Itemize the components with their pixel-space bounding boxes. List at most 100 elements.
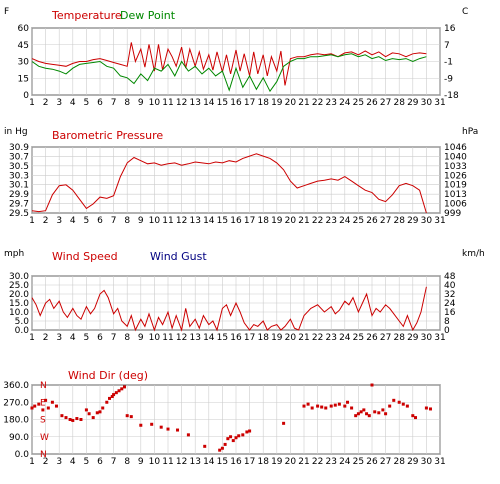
x-tick-label: 29: [407, 216, 419, 226]
data-point: [120, 387, 124, 391]
y-unit-right: km/h: [462, 249, 485, 259]
data-point: [220, 446, 224, 450]
x-tick-label: 2: [43, 457, 49, 467]
series-title-gust: Wind Gust: [150, 250, 207, 263]
y-tick-label: 30.5: [9, 162, 29, 172]
x-tick-label: 21: [298, 98, 309, 108]
x-tick-label: 19: [271, 457, 283, 467]
data-point: [203, 444, 207, 448]
x-tick-label: 13: [189, 216, 200, 226]
data-point: [91, 416, 95, 420]
data-point: [44, 398, 48, 402]
data-point: [381, 408, 385, 412]
x-tick-label: 23: [325, 333, 336, 343]
x-tick-label: 11: [162, 333, 173, 343]
y2-tick-label: 1019: [444, 181, 467, 191]
x-tick-label: 20: [285, 216, 297, 226]
x-tick-label: 29: [407, 457, 419, 467]
data-point: [316, 404, 320, 408]
data-point: [110, 395, 114, 398]
y-tick-label: 180.0: [3, 416, 29, 426]
x-tick-label: 30: [421, 98, 433, 108]
x-tick-label: 24: [339, 98, 351, 108]
x-tick-label: 24: [339, 216, 351, 226]
x-tick-label: 1: [29, 457, 35, 467]
data-point: [33, 404, 37, 408]
data-point: [333, 403, 337, 407]
x-tick-label: 15: [217, 216, 228, 226]
data-point: [166, 427, 170, 431]
data-point: [139, 423, 143, 427]
x-tick-label: 23: [325, 216, 336, 226]
y-unit-right: C: [462, 7, 468, 17]
data-point: [359, 410, 363, 414]
data-point: [37, 402, 41, 406]
x-tick-label: 2: [43, 333, 49, 343]
y-unit-left: F: [4, 7, 9, 17]
y-unit-left: mph: [4, 249, 24, 259]
x-tick-label: 12: [176, 216, 187, 226]
data-point: [114, 391, 118, 395]
x-tick-label: 8: [124, 333, 130, 343]
x-tick-label: 9: [138, 457, 144, 467]
x-tick-label: 29: [407, 98, 419, 108]
data-point: [64, 416, 68, 420]
y-tick-label: 29.5: [9, 209, 29, 219]
series-title: Dew Point: [120, 9, 176, 22]
x-tick-label: 23: [325, 457, 336, 467]
data-point: [414, 416, 418, 420]
data-point: [234, 436, 238, 440]
x-tick-label: 14: [203, 457, 215, 467]
data-point: [108, 396, 112, 400]
data-point: [306, 402, 310, 406]
data-point: [337, 402, 341, 406]
x-tick-label: 17: [244, 333, 255, 343]
y-tick-label: 60: [18, 24, 30, 34]
data-point: [373, 410, 377, 414]
data-point: [75, 417, 79, 421]
x-tick-label: 25: [353, 457, 364, 467]
y2-tick-label: 1026: [444, 171, 467, 181]
y-tick-label: 30.1: [9, 181, 29, 191]
data-point: [346, 400, 350, 404]
y2-tick-label: -18: [444, 91, 459, 101]
x-tick-label: 8: [124, 457, 130, 467]
x-tick-label: 27: [380, 216, 391, 226]
data-point: [50, 400, 54, 404]
data-point: [30, 406, 34, 410]
y-tick-label: 30.0: [9, 272, 29, 282]
x-tick-label: 21: [298, 457, 309, 467]
data-point: [310, 406, 314, 410]
data-point: [129, 415, 133, 419]
x-tick-label: 4: [70, 333, 76, 343]
y-tick-label: 90.0: [9, 433, 29, 443]
y-tick-label: 29.7: [9, 200, 29, 210]
data-point: [226, 437, 230, 441]
x-tick-label: 21: [298, 216, 309, 226]
data-point: [122, 385, 126, 389]
data-point: [397, 400, 401, 404]
x-tick-label: 16: [230, 98, 242, 108]
x-tick-label: 30: [421, 333, 433, 343]
data-point: [117, 389, 121, 393]
data-point: [245, 430, 249, 434]
data-point: [354, 414, 358, 418]
data-point: [41, 408, 45, 412]
x-tick-label: 23: [325, 98, 336, 108]
data-point: [411, 414, 415, 418]
data-point: [218, 448, 222, 452]
x-tick-label: 27: [380, 98, 391, 108]
x-tick-label: 2: [43, 216, 49, 226]
x-tick-label: 7: [111, 333, 117, 343]
y-tick-label: 45: [18, 41, 29, 51]
x-tick-label: 10: [149, 98, 161, 108]
compass-label: N: [40, 450, 47, 460]
x-tick-label: 15: [217, 98, 228, 108]
x-tick-label: 22: [312, 457, 323, 467]
x-tick-label: 17: [244, 216, 255, 226]
data-point: [350, 406, 354, 410]
x-tick-label: 26: [366, 98, 378, 108]
x-tick-label: 5: [84, 98, 90, 108]
x-tick-label: 4: [70, 98, 76, 108]
y-tick-label: 270.0: [3, 398, 29, 408]
